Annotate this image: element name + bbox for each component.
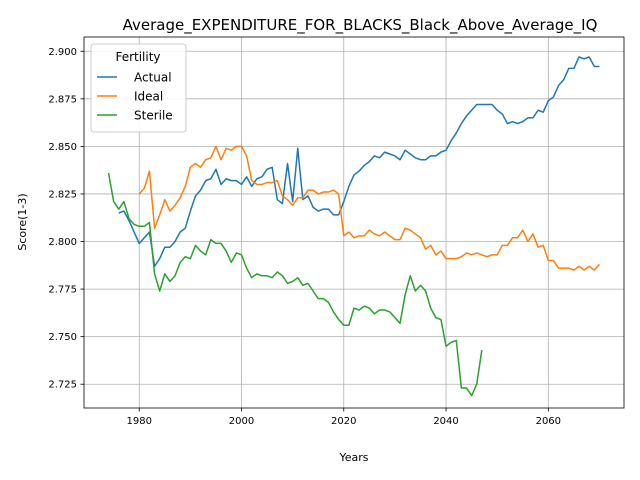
y-tick-label: 2.850: [48, 142, 77, 153]
x-tick-label: 2040: [433, 416, 458, 427]
legend-label-sterile: Sterile: [134, 109, 173, 123]
x-tick-label: 2060: [536, 416, 561, 427]
y-axis-ticks: 2.725 2.750 2.775 2.800 2.825 2.850 2.875 2.900: [48, 47, 84, 391]
series-lines: [107, 56, 601, 397]
legend-title: Fertility: [115, 50, 160, 64]
x-tick-label: 2000: [229, 416, 254, 427]
y-tick-label: 2.875: [48, 94, 77, 105]
y-tick-label: 2.825: [48, 189, 77, 200]
legend-items: Actual Ideal Sterile: [97, 71, 173, 123]
y-tick-label: 2.775: [48, 285, 77, 296]
series-line-ideal: [138, 145, 601, 271]
x-tick-label: 1980: [127, 416, 152, 427]
legend-box: [90, 43, 187, 133]
x-tick-label: 2020: [331, 416, 356, 427]
chart-title: Average_EXPENDITURE_FOR_BLACKS_Black_Abo…: [123, 16, 598, 35]
y-tick-label: 2.900: [48, 47, 77, 58]
legend-label-ideal: Ideal: [134, 90, 163, 104]
plot-area-frame: [83, 36, 625, 409]
legend: Fertility Actual Ideal Sterile: [90, 43, 187, 133]
series-line-actual: [118, 56, 600, 268]
x-axis-label: Years: [338, 451, 368, 464]
y-tick-label: 2.725: [48, 380, 77, 391]
y-axis-label: Score(1-3): [16, 193, 29, 250]
x-axis-ticks: 1980 2000 2020 2040 2060: [127, 408, 561, 427]
y-tick-label: 2.800: [48, 237, 77, 248]
grid-lines: [84, 37, 624, 408]
y-tick-label: 2.750: [48, 332, 77, 343]
legend-label-actual: Actual: [134, 71, 172, 85]
series-line-sterile: [107, 172, 483, 397]
